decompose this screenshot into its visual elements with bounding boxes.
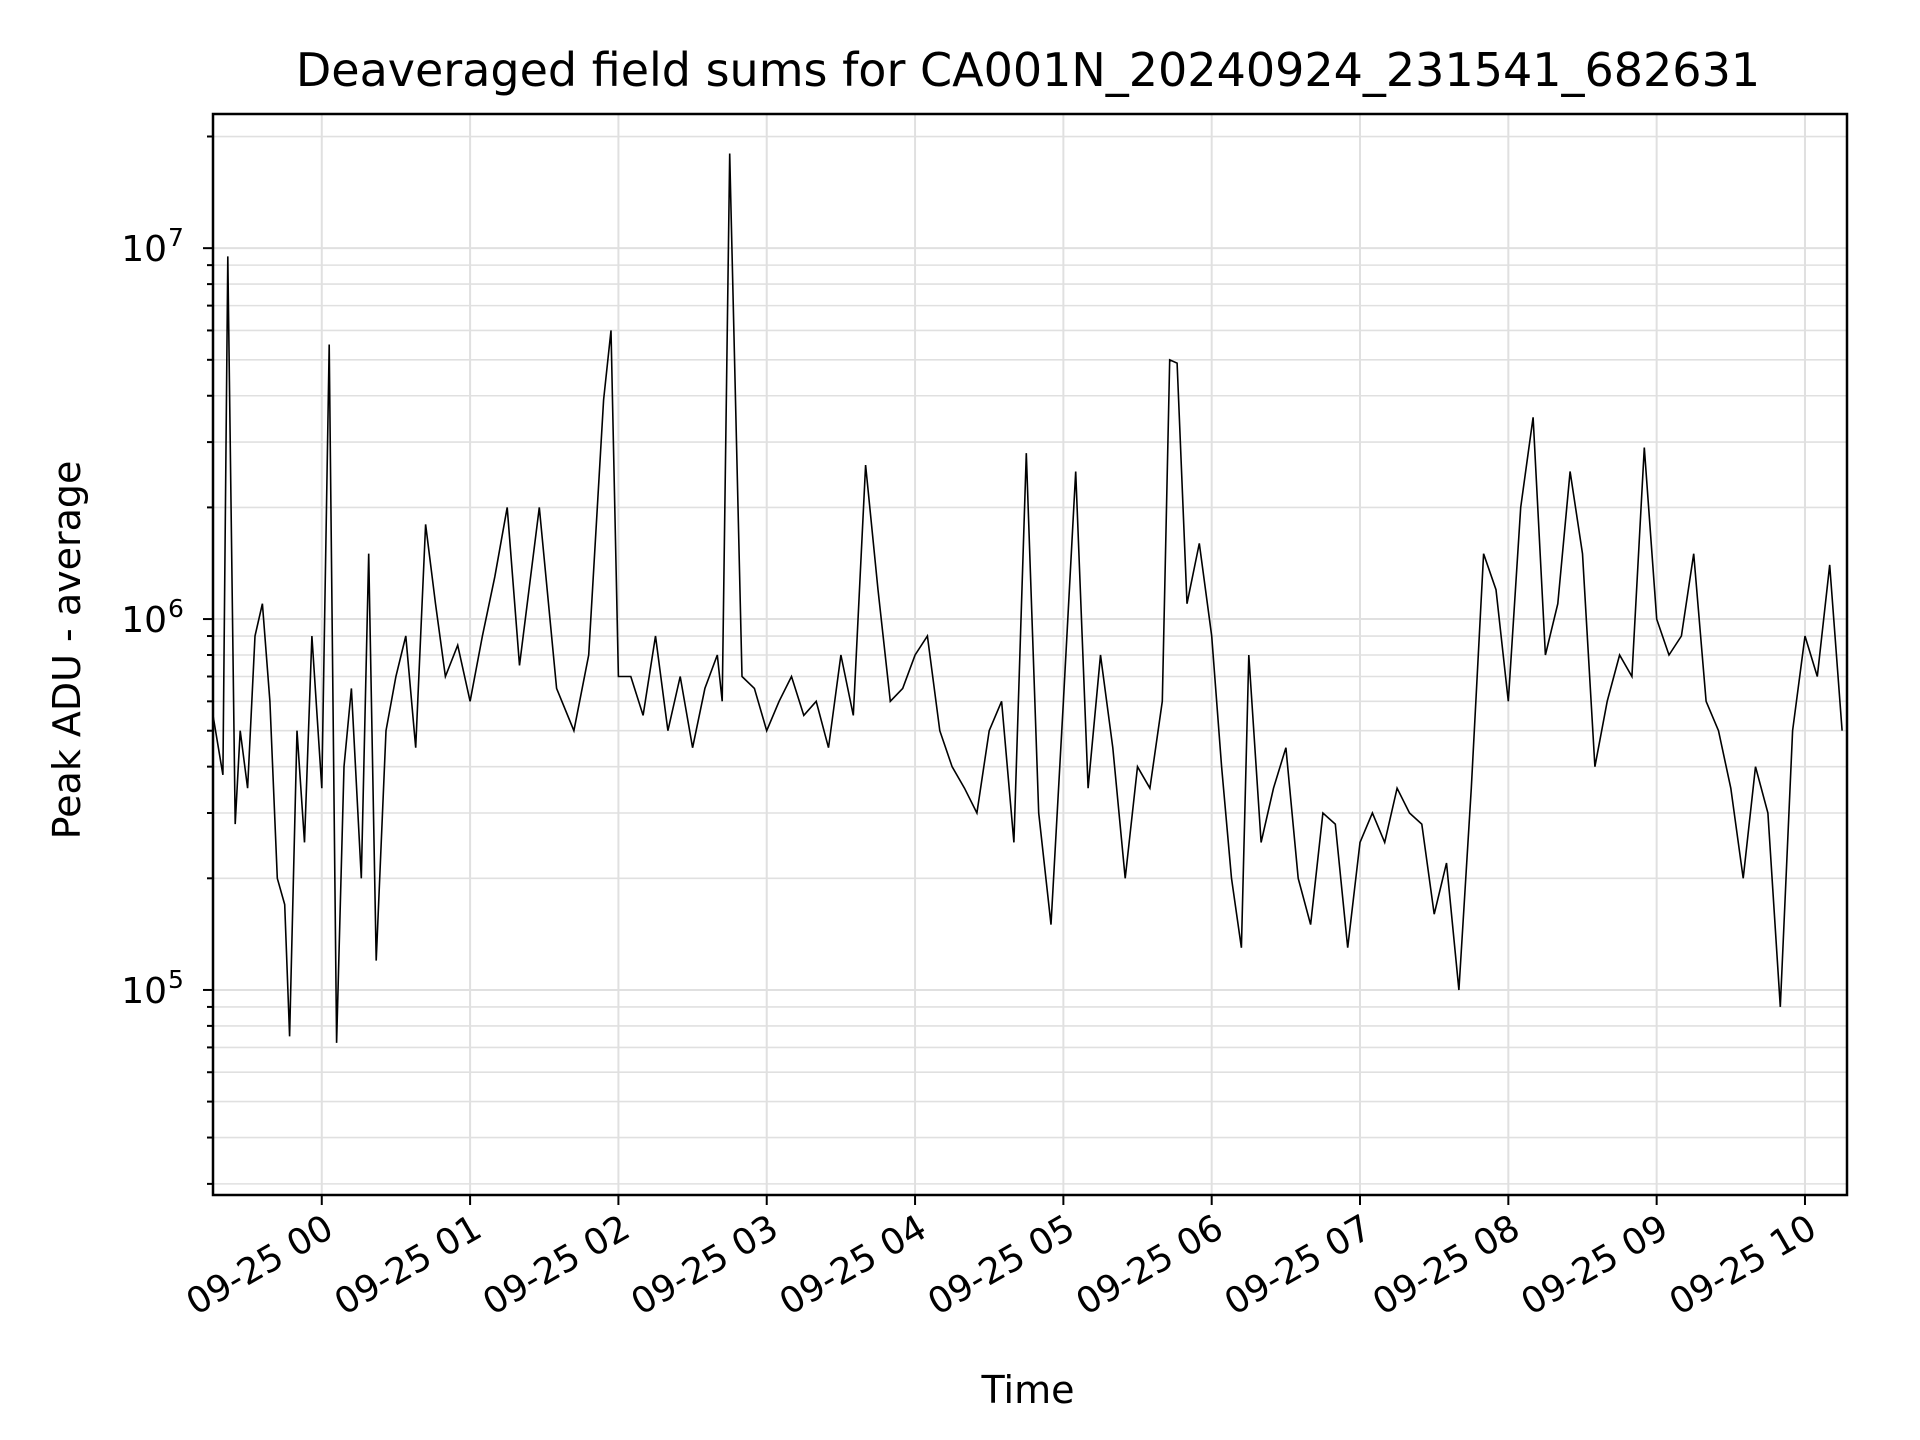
y-tick-label-base: 10 xyxy=(121,229,167,270)
chart-title: Deaveraged field sums for CA001N_2024092… xyxy=(296,43,1760,97)
y-tick-label-base: 10 xyxy=(121,600,167,641)
y-tick-label-exponent: 7 xyxy=(168,223,184,252)
y-tick-label: 10 6 xyxy=(121,594,184,641)
y-tick-label: 10 5 xyxy=(121,965,184,1012)
y-tick-label: 10 7 xyxy=(121,223,184,270)
plot-area xyxy=(212,153,1843,1043)
y-tick-label-exponent: 6 xyxy=(168,594,184,623)
y-tick-label-base: 10 xyxy=(121,971,167,1012)
x-axis-label: Time xyxy=(981,1368,1075,1412)
y-axis-label: Peak ADU - average xyxy=(45,461,89,840)
series-line xyxy=(212,153,1843,1043)
grid xyxy=(213,114,1847,1195)
y-tick-label-exponent: 5 xyxy=(168,965,184,994)
